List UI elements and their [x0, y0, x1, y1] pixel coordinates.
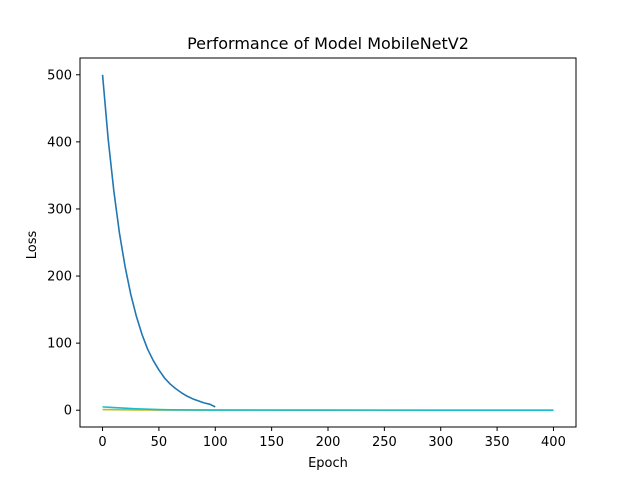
- y-tick-label: 100: [47, 337, 72, 352]
- y-tick-label: 200: [47, 270, 72, 285]
- series-line-1: [101, 74, 216, 408]
- y-axis: 0 100 200 300 400 500: [47, 68, 80, 419]
- y-tick-label: 0: [64, 404, 72, 419]
- x-tick-label: 100: [203, 435, 228, 450]
- series-layer: [101, 74, 554, 411]
- x-tick-label: 150: [259, 435, 284, 450]
- x-tick-label: 300: [428, 435, 453, 450]
- y-tick-label: 500: [47, 68, 72, 83]
- x-tick-label: 200: [316, 435, 341, 450]
- x-tick-label: 0: [98, 435, 106, 450]
- x-tick-label: 400: [541, 435, 566, 450]
- y-axis-label: Loss: [25, 231, 40, 260]
- x-tick-label: 350: [485, 435, 510, 450]
- plot-frame: [79, 57, 577, 428]
- series-line-3: [102, 406, 554, 411]
- x-tick-label: 250: [372, 435, 397, 450]
- x-tick-label: 50: [151, 435, 168, 450]
- x-axis-label: Epoch: [308, 456, 348, 471]
- y-tick-label: 300: [47, 202, 72, 217]
- y-tick-label: 400: [47, 135, 72, 150]
- x-axis: 0 50 100 150 200 250 300 350 400: [98, 427, 566, 450]
- chart-title: Performance of Model MobileNetV2: [187, 34, 469, 53]
- plot-area: [79, 57, 577, 428]
